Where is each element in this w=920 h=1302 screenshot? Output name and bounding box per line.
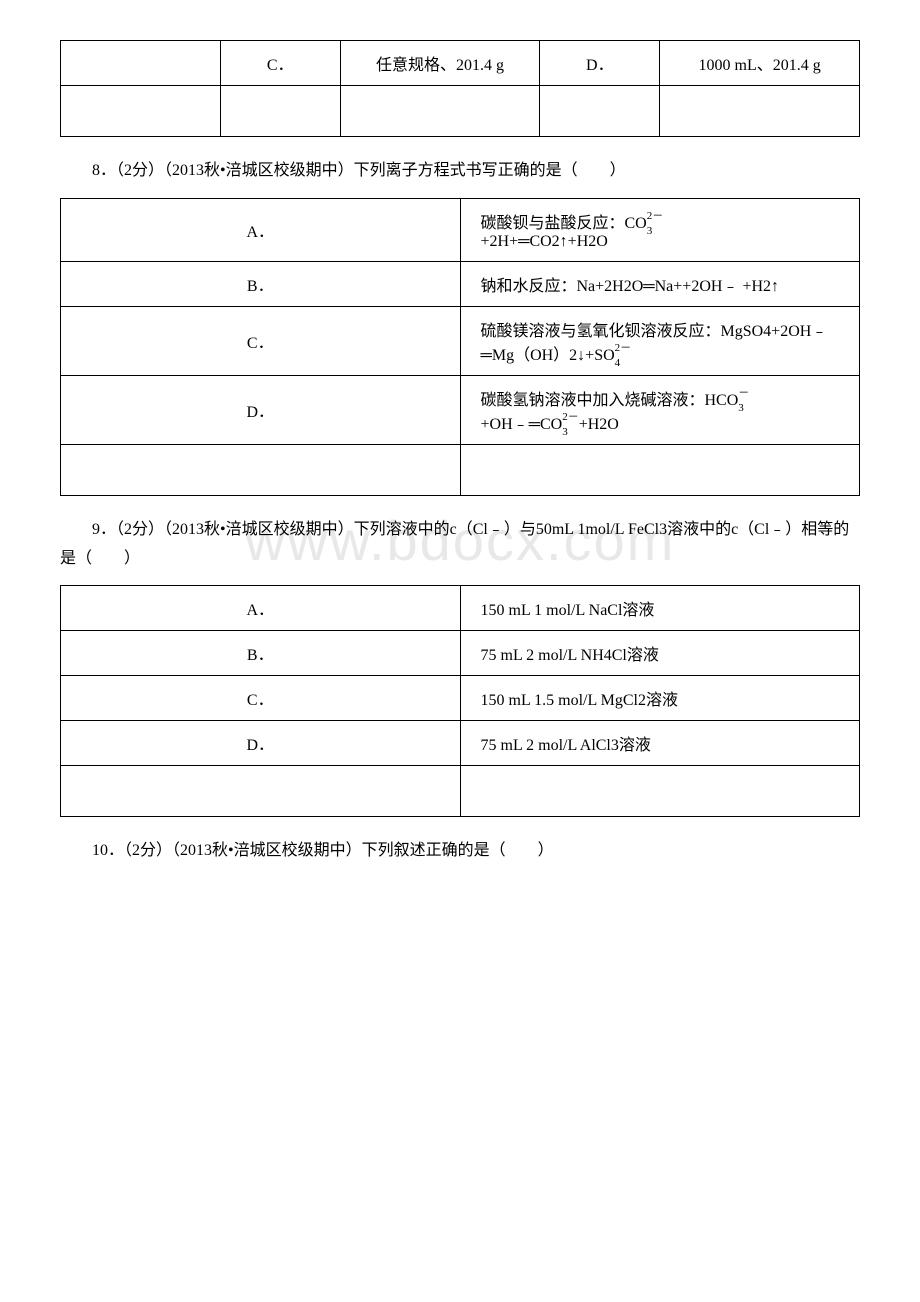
q8-empty-row bbox=[61, 444, 860, 495]
carbonate-ion-icon: 2－32－ bbox=[647, 215, 664, 233]
q8-text: 8．（2分）（2013秋•涪城区校级期中）下列离子方程式书写正确的是（ ） bbox=[60, 157, 860, 186]
sulfate-ion-icon: 2－42－ bbox=[615, 347, 632, 365]
q9-options-table: A． 150 mL 1 mol/L NaCl溶液 B． 75 mL 2 mol/… bbox=[60, 585, 860, 817]
q10-text: 10．（2分）（2013秋•涪城区校级期中）下列叙述正确的是（ ） bbox=[60, 837, 860, 866]
q8-optB-content: 钠和水反应：Na+2H2O═Na++2OH﹣ +H2↑ bbox=[460, 261, 860, 306]
q8-row-d: D． 碳酸氢钠溶液中加入烧碱溶液：HCO－3－ +OH﹣═CO2－32－+H2O bbox=[61, 375, 860, 444]
q7-partial-table: C． 任意规格、201.4 g D． 1000 mL、201.4 g bbox=[60, 40, 860, 137]
q8-optD-label: D． bbox=[61, 375, 461, 444]
q7-optC-text: 任意规格、201.4 g bbox=[340, 41, 540, 86]
q8-optD-content: 碳酸氢钠溶液中加入烧碱溶液：HCO－3－ +OH﹣═CO2－32－+H2O bbox=[460, 375, 860, 444]
q9-row-d: D． 75 mL 2 mol/L AlCl3溶液 bbox=[61, 721, 860, 766]
q9-optA-label: A． bbox=[61, 586, 461, 631]
q8-optA-content: 碳酸钡与盐酸反应：CO2－32－ +2H+═CO2↑+H2O bbox=[460, 198, 860, 261]
q9-row-b: B． 75 mL 2 mol/L NH4Cl溶液 bbox=[61, 631, 860, 676]
q8-optD-text2: +OH﹣═CO bbox=[481, 416, 563, 433]
q8-optC-label: C． bbox=[61, 306, 461, 375]
q7-empty-cell bbox=[61, 41, 221, 86]
q7-row-cd: C． 任意规格、201.4 g D． 1000 mL、201.4 g bbox=[61, 41, 860, 86]
q9-row-a: A． 150 mL 1 mol/L NaCl溶液 bbox=[61, 586, 860, 631]
q9-optC-label: C． bbox=[61, 676, 461, 721]
q8-options-table: A． 碳酸钡与盐酸反应：CO2－32－+2H+═CO2↑+H2O B． 钠和水反… bbox=[60, 198, 860, 496]
q9-text: 9．（2分）（2013秋•涪城区校级期中）下列溶液中的c（Cl﹣）与50mL 1… bbox=[60, 516, 860, 574]
q7-optD-label: D． bbox=[540, 41, 660, 86]
q8-optA-label: A． bbox=[61, 198, 461, 261]
carbonate-ion-2-icon: 2－32－ bbox=[562, 416, 579, 434]
q8-optA-tail: +2H+═CO2↑+H2O bbox=[481, 233, 608, 250]
q9-optA-content: 150 mL 1 mol/L NaCl溶液 bbox=[460, 586, 860, 631]
q7-optD-text: 1000 mL、201.4 g bbox=[660, 41, 860, 86]
q8-row-c: C． 硫酸镁溶液与氢氧化钡溶液反应：MgSO4+2OH﹣═Mg（OH）2↓+SO… bbox=[61, 306, 860, 375]
q9-optD-label: D． bbox=[61, 721, 461, 766]
q9-optD-content: 75 mL 2 mol/L AlCl3溶液 bbox=[460, 721, 860, 766]
q8-row-b: B． 钠和水反应：Na+2H2O═Na++2OH﹣ +H2↑ bbox=[61, 261, 860, 306]
q8-optD-text1: 碳酸氢钠溶液中加入烧碱溶液：HCO bbox=[481, 392, 739, 409]
bicarbonate-ion-icon: －3－ bbox=[738, 392, 749, 410]
q9-optC-content: 150 mL 1.5 mol/L MgCl2溶液 bbox=[460, 676, 860, 721]
q8-optA-text: 碳酸钡与盐酸反应：CO bbox=[481, 215, 647, 232]
q9-optB-label: B． bbox=[61, 631, 461, 676]
q8-optC-content: 硫酸镁溶液与氢氧化钡溶液反应：MgSO4+2OH﹣═Mg（OH）2↓+SO2－4… bbox=[460, 306, 860, 375]
q8-optC-text1: 硫酸镁溶液与氢氧化钡溶液反应：MgSO4+2OH﹣═Mg（OH）2↓+SO bbox=[481, 323, 828, 364]
q8-optB-label: B． bbox=[61, 261, 461, 306]
q7-empty-row bbox=[61, 86, 860, 137]
q9-row-c: C． 150 mL 1.5 mol/L MgCl2溶液 bbox=[61, 676, 860, 721]
q8-optD-text3: +H2O bbox=[579, 416, 619, 433]
q7-optC-label: C． bbox=[220, 41, 340, 86]
q9-optB-content: 75 mL 2 mol/L NH4Cl溶液 bbox=[460, 631, 860, 676]
q9-empty-row bbox=[61, 766, 860, 817]
q8-row-a: A． 碳酸钡与盐酸反应：CO2－32－ +2H+═CO2↑+H2O bbox=[61, 198, 860, 261]
